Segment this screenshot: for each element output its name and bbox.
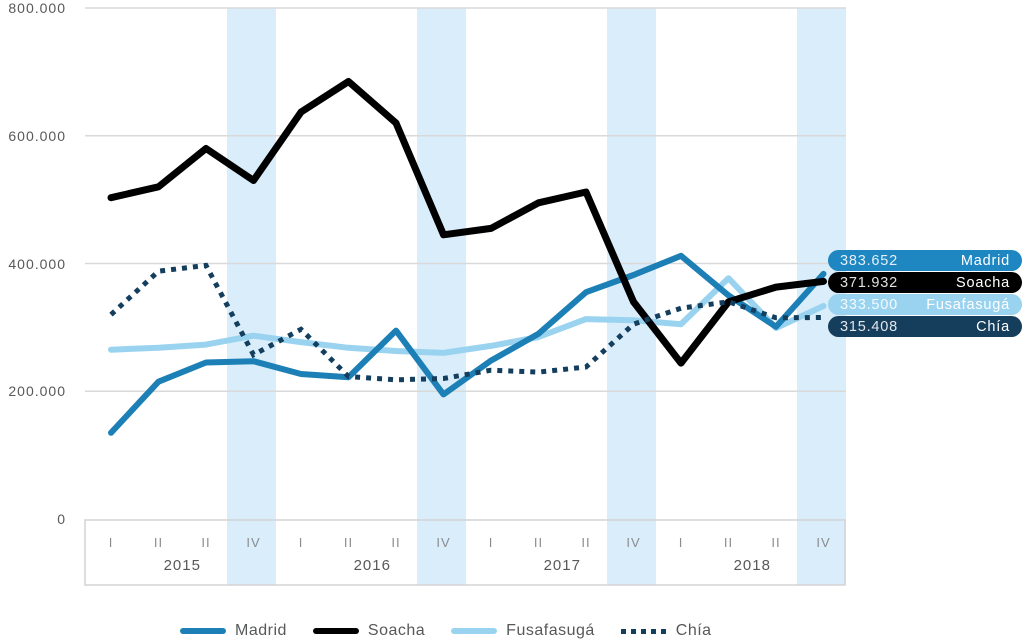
quarter-tick-label: II [391, 535, 401, 550]
legend-item-fusafasugá: Fusafasugá [451, 622, 595, 640]
quarter-tick-label: II [153, 535, 164, 550]
end-label-value: 333.500 [840, 296, 899, 313]
quarter-tick-label: II [581, 535, 591, 550]
quarter-tick-label: IV [816, 535, 831, 550]
legend-line-swatch [451, 628, 498, 634]
end-label-name: Soacha [956, 274, 1010, 291]
quarter-tick-label: IV [246, 535, 261, 550]
legend-line-swatch [180, 628, 226, 634]
end-label-name: Madrid [960, 252, 1010, 269]
end-label-value: 315.408 [840, 318, 899, 335]
end-label-name: Fusafasugá [926, 296, 1010, 313]
quarter-tick-label: IV [626, 535, 641, 550]
legend: Madrid Soacha Fusafasugá Chía [180, 622, 712, 640]
series-line-fusafasugá [108, 275, 827, 356]
legend-item-madrid: Madrid [180, 622, 287, 640]
legend-label: Fusafasugá [506, 622, 595, 639]
highlight-band-q4-2016 [417, 8, 466, 585]
legend-label: Madrid [235, 622, 287, 639]
legend-line-swatch [312, 628, 359, 634]
quarter-tick-label: IV [436, 535, 451, 550]
end-label-madrid: 383.652 Madrid [828, 250, 1022, 271]
quarter-tick-label: I [108, 535, 114, 550]
quarter-tick-label: II [343, 535, 354, 550]
end-label-name: Chía [976, 318, 1010, 335]
quarter-tick-label: II [771, 535, 781, 550]
series-line-soacha [107, 78, 827, 367]
legend-dotted-line-swatch [620, 628, 667, 634]
year-label-2017: 2017 [543, 557, 581, 574]
year-label-2016: 2016 [353, 557, 391, 574]
legend-label: Soacha [367, 622, 426, 639]
end-label-chía: 315.408 Chía [828, 316, 1022, 337]
end-label-fusafasugá: 333.500 Fusafasugá [828, 294, 1022, 315]
quarter-tick-label: II [533, 535, 544, 550]
quarter-tick-label: I [678, 535, 684, 550]
series-line-chía [109, 262, 824, 383]
quarter-tick-label: II [201, 535, 211, 550]
end-label-soacha: 371.932 Soacha [828, 272, 1022, 293]
highlight-band-q4-2015 [227, 8, 276, 585]
legend-item-soacha: Soacha [312, 622, 426, 640]
end-label-value: 383.652 [840, 252, 899, 269]
quarter-tick-label: I [298, 535, 304, 550]
y-tick-label: 0 [57, 511, 66, 527]
y-tick-label: 800.000 [8, 0, 66, 16]
x-axis-strip [84, 519, 846, 586]
y-tick-label: 400.000 [8, 255, 66, 272]
quarter-tick-label: II [723, 535, 734, 550]
end-label-value: 371.932 [840, 274, 899, 291]
year-label-2015: 2015 [163, 557, 201, 574]
legend-label: Chía [675, 622, 712, 639]
quarter-tick-label: I [488, 535, 494, 550]
series-line-madrid [108, 252, 827, 436]
y-tick-label: 200.000 [8, 383, 66, 400]
legend-item-chía: Chía [620, 622, 712, 640]
y-tick-label: 600.000 [8, 127, 66, 144]
year-label-2018: 2018 [733, 557, 771, 574]
